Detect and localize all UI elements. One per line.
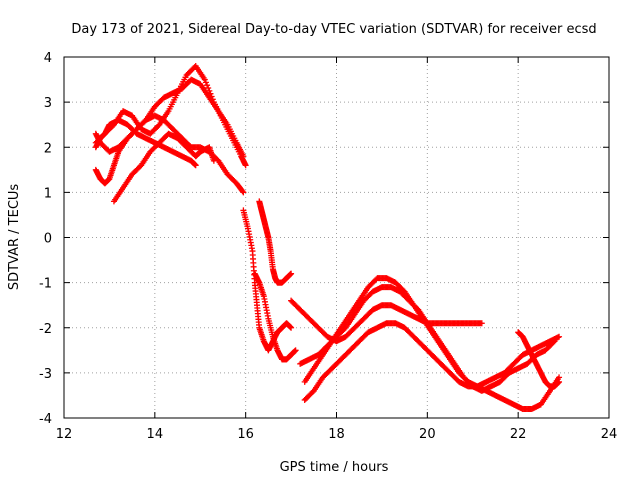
data-point	[288, 324, 295, 331]
data-point	[206, 87, 213, 94]
data-point	[202, 79, 209, 86]
series-track-12	[297, 284, 558, 394]
y-axis-label: SDTVAR / TECUs	[7, 184, 22, 291]
y-tick-label: -2	[39, 322, 52, 337]
x-tick-labels: 12 14 16 18 20 22 24	[56, 427, 618, 442]
y-tick-label: 4	[44, 51, 52, 66]
data-point	[192, 162, 199, 169]
x-tick-label: 18	[328, 427, 345, 442]
data-point	[240, 189, 247, 196]
x-tick-label: 20	[419, 427, 436, 442]
y-tick-label: 2	[44, 141, 52, 156]
series-track-2	[92, 63, 249, 169]
series-track-8	[251, 270, 299, 363]
series-track-4	[110, 130, 217, 205]
chart-title: Day 173 of 2021, Sidereal Day-to-day VTE…	[71, 22, 596, 37]
x-tick-label: 22	[510, 427, 527, 442]
series-track-11	[288, 297, 485, 345]
series-track-5	[92, 117, 199, 169]
grid-lines	[64, 57, 609, 418]
data-point	[201, 76, 208, 83]
series-track-7	[256, 198, 295, 286]
data-point	[556, 378, 563, 385]
y-tick-label: -3	[39, 367, 52, 382]
y-tick-label: 3	[44, 96, 52, 111]
data-point	[556, 333, 563, 340]
y-tick-label: 0	[44, 232, 52, 247]
data-point	[239, 188, 246, 195]
series-track-13	[515, 329, 563, 390]
data-point	[288, 270, 295, 277]
data-point	[208, 93, 215, 100]
data-point	[205, 85, 212, 92]
y-tick-labels: 4 3 2 1 0 -1 -2 -3 -4	[39, 51, 52, 427]
y-tick-label: -1	[39, 277, 52, 292]
data-point	[292, 347, 299, 354]
y-tick-label: 1	[44, 186, 52, 201]
data-point	[210, 157, 217, 164]
data-point	[551, 338, 558, 345]
y-tick-label: -4	[39, 412, 52, 427]
x-axis-label: GPS time / hours	[280, 460, 389, 475]
axis-ticks	[63, 56, 610, 419]
data-point	[478, 320, 485, 327]
x-tick-label: 24	[601, 427, 618, 442]
data-point	[209, 96, 216, 103]
data-point	[204, 82, 211, 89]
data-point	[207, 90, 214, 97]
data-point	[550, 339, 557, 346]
data-point	[242, 162, 249, 169]
series-track-9	[301, 275, 563, 412]
x-tick-label: 12	[56, 427, 73, 442]
x-tick-label: 14	[147, 427, 164, 442]
x-tick-label: 16	[237, 427, 254, 442]
data-points	[92, 63, 563, 412]
